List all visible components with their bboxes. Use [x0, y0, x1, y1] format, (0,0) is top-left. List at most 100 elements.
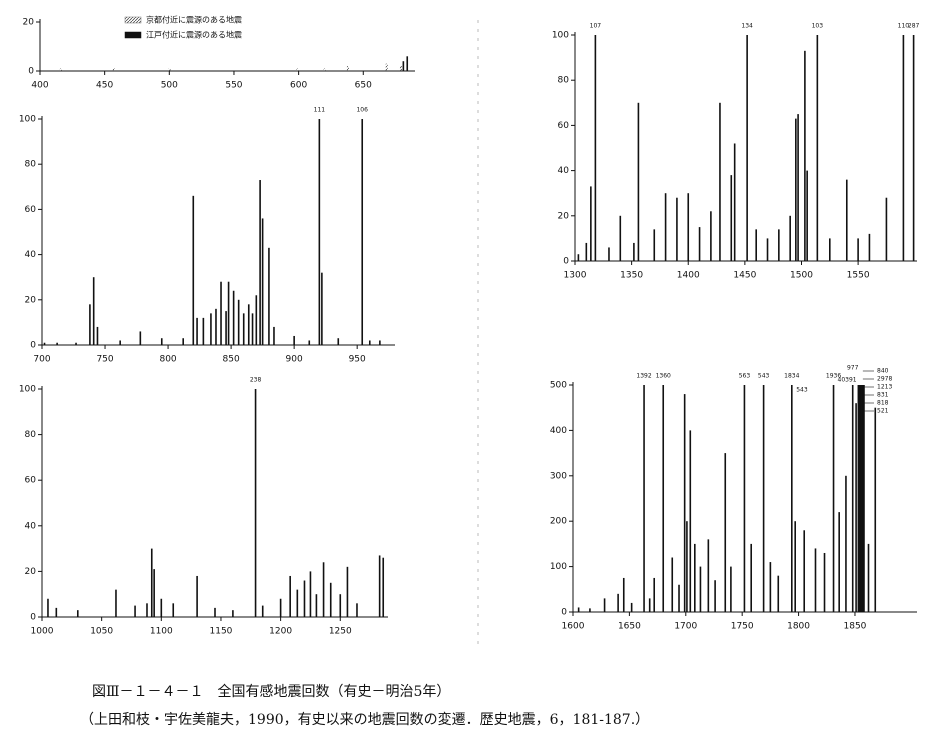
spike — [254, 389, 257, 618]
spike — [368, 340, 371, 345]
spike — [594, 35, 597, 262]
spike — [867, 543, 870, 612]
spike — [862, 385, 864, 613]
boxed-label: 840 — [877, 368, 889, 375]
spike — [707, 539, 710, 612]
spike — [637, 102, 640, 261]
spike — [210, 313, 212, 345]
spike — [664, 193, 667, 261]
annotation: 40391 — [838, 377, 857, 384]
spike — [232, 610, 234, 617]
x-tick-label: 1100 — [150, 627, 173, 637]
annotation: 1936 — [826, 373, 841, 380]
spike — [603, 598, 606, 612]
caption-line2: （上田和枝・宇佐美龍夫，1990，有史以来の地震回数の変遷．歴史地震，6，181… — [80, 711, 649, 728]
x-tick-label: 1200 — [269, 627, 292, 637]
x-tick-label: 1600 — [562, 622, 585, 632]
spike — [308, 340, 311, 345]
spike — [378, 555, 381, 617]
boxed-label: 1213 — [877, 384, 892, 391]
spike — [196, 317, 198, 345]
spike — [339, 594, 342, 617]
plot-area — [577, 385, 877, 613]
spike — [733, 143, 736, 261]
y-tick-label: 60 — [558, 121, 570, 131]
x-tick-label: 850 — [223, 355, 240, 365]
x-tick-label: 550 — [225, 81, 242, 91]
spike — [863, 385, 865, 612]
spike — [832, 385, 835, 612]
x-tick-label: 1500 — [790, 271, 813, 281]
spike — [255, 295, 258, 345]
spike — [196, 575, 198, 617]
annotation: 106 — [356, 107, 368, 114]
spike — [643, 385, 645, 613]
y-tick-label: 20 — [25, 295, 37, 305]
y-tick-label: 80 — [25, 430, 37, 440]
y-tick-label: 400 — [550, 426, 567, 436]
spike — [153, 569, 155, 617]
spike — [662, 385, 665, 613]
spike — [778, 229, 780, 261]
spike — [182, 338, 184, 345]
spike — [47, 598, 49, 617]
spike — [683, 394, 686, 612]
x-tick-label: 600 — [290, 81, 307, 91]
spike — [202, 317, 205, 345]
spike — [56, 342, 58, 345]
x-tick-label: 1300 — [564, 271, 587, 281]
x-tick-label: 1800 — [787, 622, 810, 632]
spike — [698, 227, 701, 261]
spike — [96, 326, 99, 345]
y-tick-label: 60 — [25, 476, 37, 486]
spike — [617, 593, 619, 612]
spike — [385, 63, 388, 71]
spike — [168, 68, 171, 71]
spike — [160, 338, 163, 345]
spike — [259, 180, 261, 345]
spike — [678, 584, 680, 612]
spike — [686, 521, 688, 612]
spike — [247, 304, 250, 345]
x-tick-label: 650 — [355, 81, 372, 91]
legend-label: 江戸付近に震源のある地震 — [146, 30, 242, 40]
spike — [242, 313, 245, 345]
spike — [845, 179, 848, 261]
spike — [633, 242, 635, 261]
x-tick-label: 1000 — [31, 627, 54, 637]
y-tick-label: 80 — [25, 160, 37, 170]
annotation: 287 — [908, 23, 920, 30]
annotation: 543 — [796, 387, 808, 394]
spike — [791, 385, 793, 612]
spike — [794, 521, 796, 612]
y-tick-label: 80 — [558, 76, 570, 86]
y-tick-label: 100 — [552, 31, 569, 41]
spike — [315, 594, 318, 617]
spike — [322, 562, 325, 617]
plot-area — [577, 35, 915, 262]
spike — [860, 385, 863, 612]
spike — [134, 605, 136, 617]
spike — [814, 548, 817, 612]
spike — [361, 119, 364, 345]
annotation: 1834 — [784, 373, 799, 380]
spike — [648, 598, 651, 612]
spike — [724, 453, 727, 612]
spike — [119, 340, 121, 345]
y-tick-label: 60 — [25, 205, 37, 215]
spike — [402, 61, 405, 71]
plot-area — [59, 56, 409, 71]
spike — [406, 56, 409, 71]
spike — [857, 385, 860, 612]
spike — [689, 430, 692, 612]
spike — [237, 299, 240, 345]
spike — [192, 195, 195, 345]
spike — [687, 193, 690, 261]
spike — [630, 602, 633, 612]
y-tick-label: 40 — [25, 250, 37, 260]
spike — [59, 68, 62, 71]
caption-line1: 図Ⅲ－１－４－１ 全国有感地震回数（有史－明治5年） — [92, 683, 450, 700]
spike — [803, 530, 806, 612]
y-tick-label: 0 — [561, 608, 567, 618]
